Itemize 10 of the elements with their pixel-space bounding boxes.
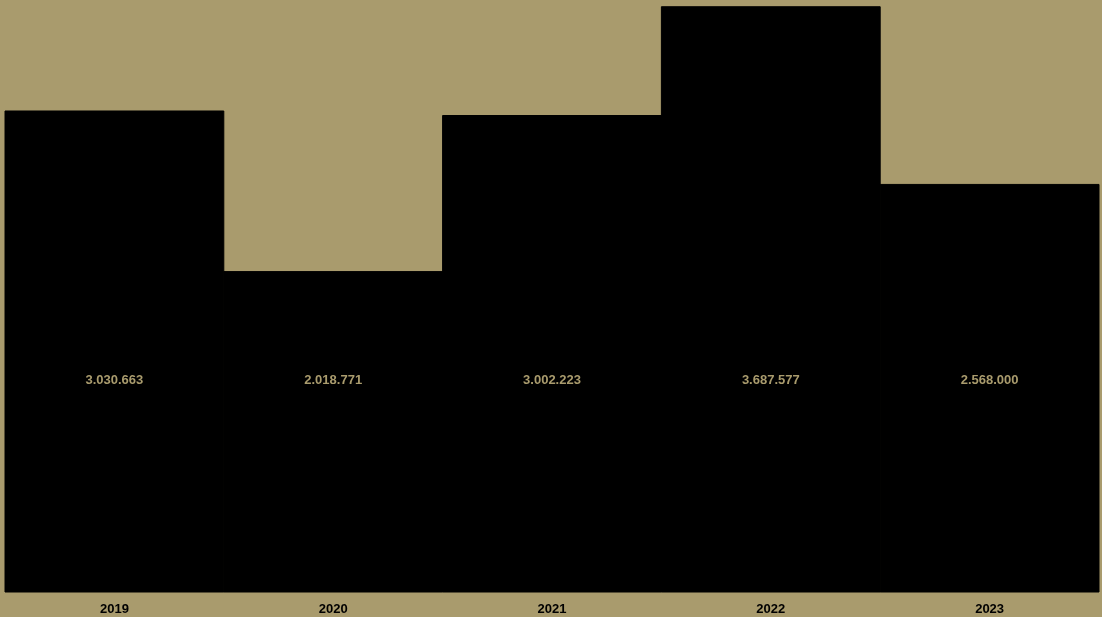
data-label: 3.030.663 (85, 372, 144, 387)
data-label: 2.018.771 (304, 372, 363, 387)
x-tick-label: 2019 (99, 600, 129, 616)
x-tick-label: 2021 (537, 600, 567, 616)
data-label: 3.687.577 (741, 372, 800, 387)
data-label: 2.568.000 (960, 372, 1019, 387)
x-tick-label: 2023 (975, 600, 1005, 616)
x-tick-label: 2020 (318, 600, 348, 616)
data-label: 3.002.223 (523, 372, 581, 387)
x-tick-label: 2022 (756, 600, 786, 616)
